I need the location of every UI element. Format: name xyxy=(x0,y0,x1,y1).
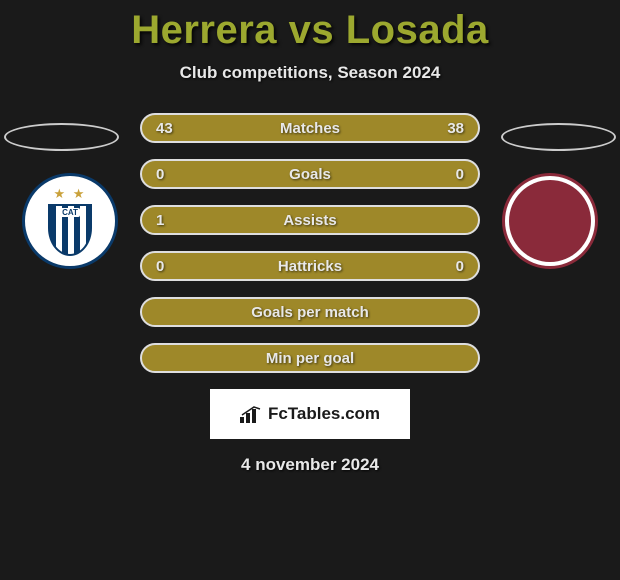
player-oval-right xyxy=(501,123,616,151)
stat-label: Matches xyxy=(280,120,340,137)
stat-row-hattricks: 0 Hattricks 0 xyxy=(140,251,480,281)
branding-text: FcTables.com xyxy=(268,404,380,424)
page-title: Herrera vs Losada xyxy=(0,0,620,53)
stat-value-left: 0 xyxy=(156,258,180,275)
chart-icon xyxy=(240,405,262,423)
team-left-abbr: CAT xyxy=(60,208,80,217)
stat-value-right: 0 xyxy=(440,166,464,183)
stat-label: Min per goal xyxy=(266,350,354,367)
shield-icon: CAT xyxy=(48,204,92,256)
date-text: 4 november 2024 xyxy=(0,455,620,475)
stat-label: Goals xyxy=(289,166,331,183)
page-subtitle: Club competitions, Season 2024 xyxy=(0,63,620,83)
stat-label: Goals per match xyxy=(251,304,369,321)
stat-row-goals-per-match: Goals per match xyxy=(140,297,480,327)
stat-label: Hattricks xyxy=(278,258,342,275)
stars-icon: ★ ★ xyxy=(54,186,87,202)
stat-value-right: 38 xyxy=(440,120,464,137)
stat-value-left: 0 xyxy=(156,166,180,183)
team-badge-left: ★ ★ CAT xyxy=(22,173,118,269)
stat-row-goals: 0 Goals 0 xyxy=(140,159,480,189)
stat-row-min-per-goal: Min per goal xyxy=(140,343,480,373)
stats-column: 43 Matches 38 0 Goals 0 1 Assists 0 Hattricks 0 Goa… xyxy=(140,113,480,373)
stat-row-matches: 43 Matches 38 xyxy=(140,113,480,143)
stat-row-assists: 1 Assists xyxy=(140,205,480,235)
team-badge-right xyxy=(502,173,598,269)
stat-value-left: 1 xyxy=(156,212,180,229)
stat-value-left: 43 xyxy=(156,120,180,137)
stat-label: Assists xyxy=(283,212,336,229)
team-badge-right-inner xyxy=(509,180,591,262)
branding-box[interactable]: FcTables.com xyxy=(210,389,410,439)
player-oval-left xyxy=(4,123,119,151)
team-badge-left-inner: ★ ★ CAT xyxy=(25,176,115,266)
content-wrapper: ★ ★ CAT 43 Matches 38 0 Goals 0 1 Assists 0 Hattr… xyxy=(0,113,620,475)
stat-value-right: 0 xyxy=(440,258,464,275)
